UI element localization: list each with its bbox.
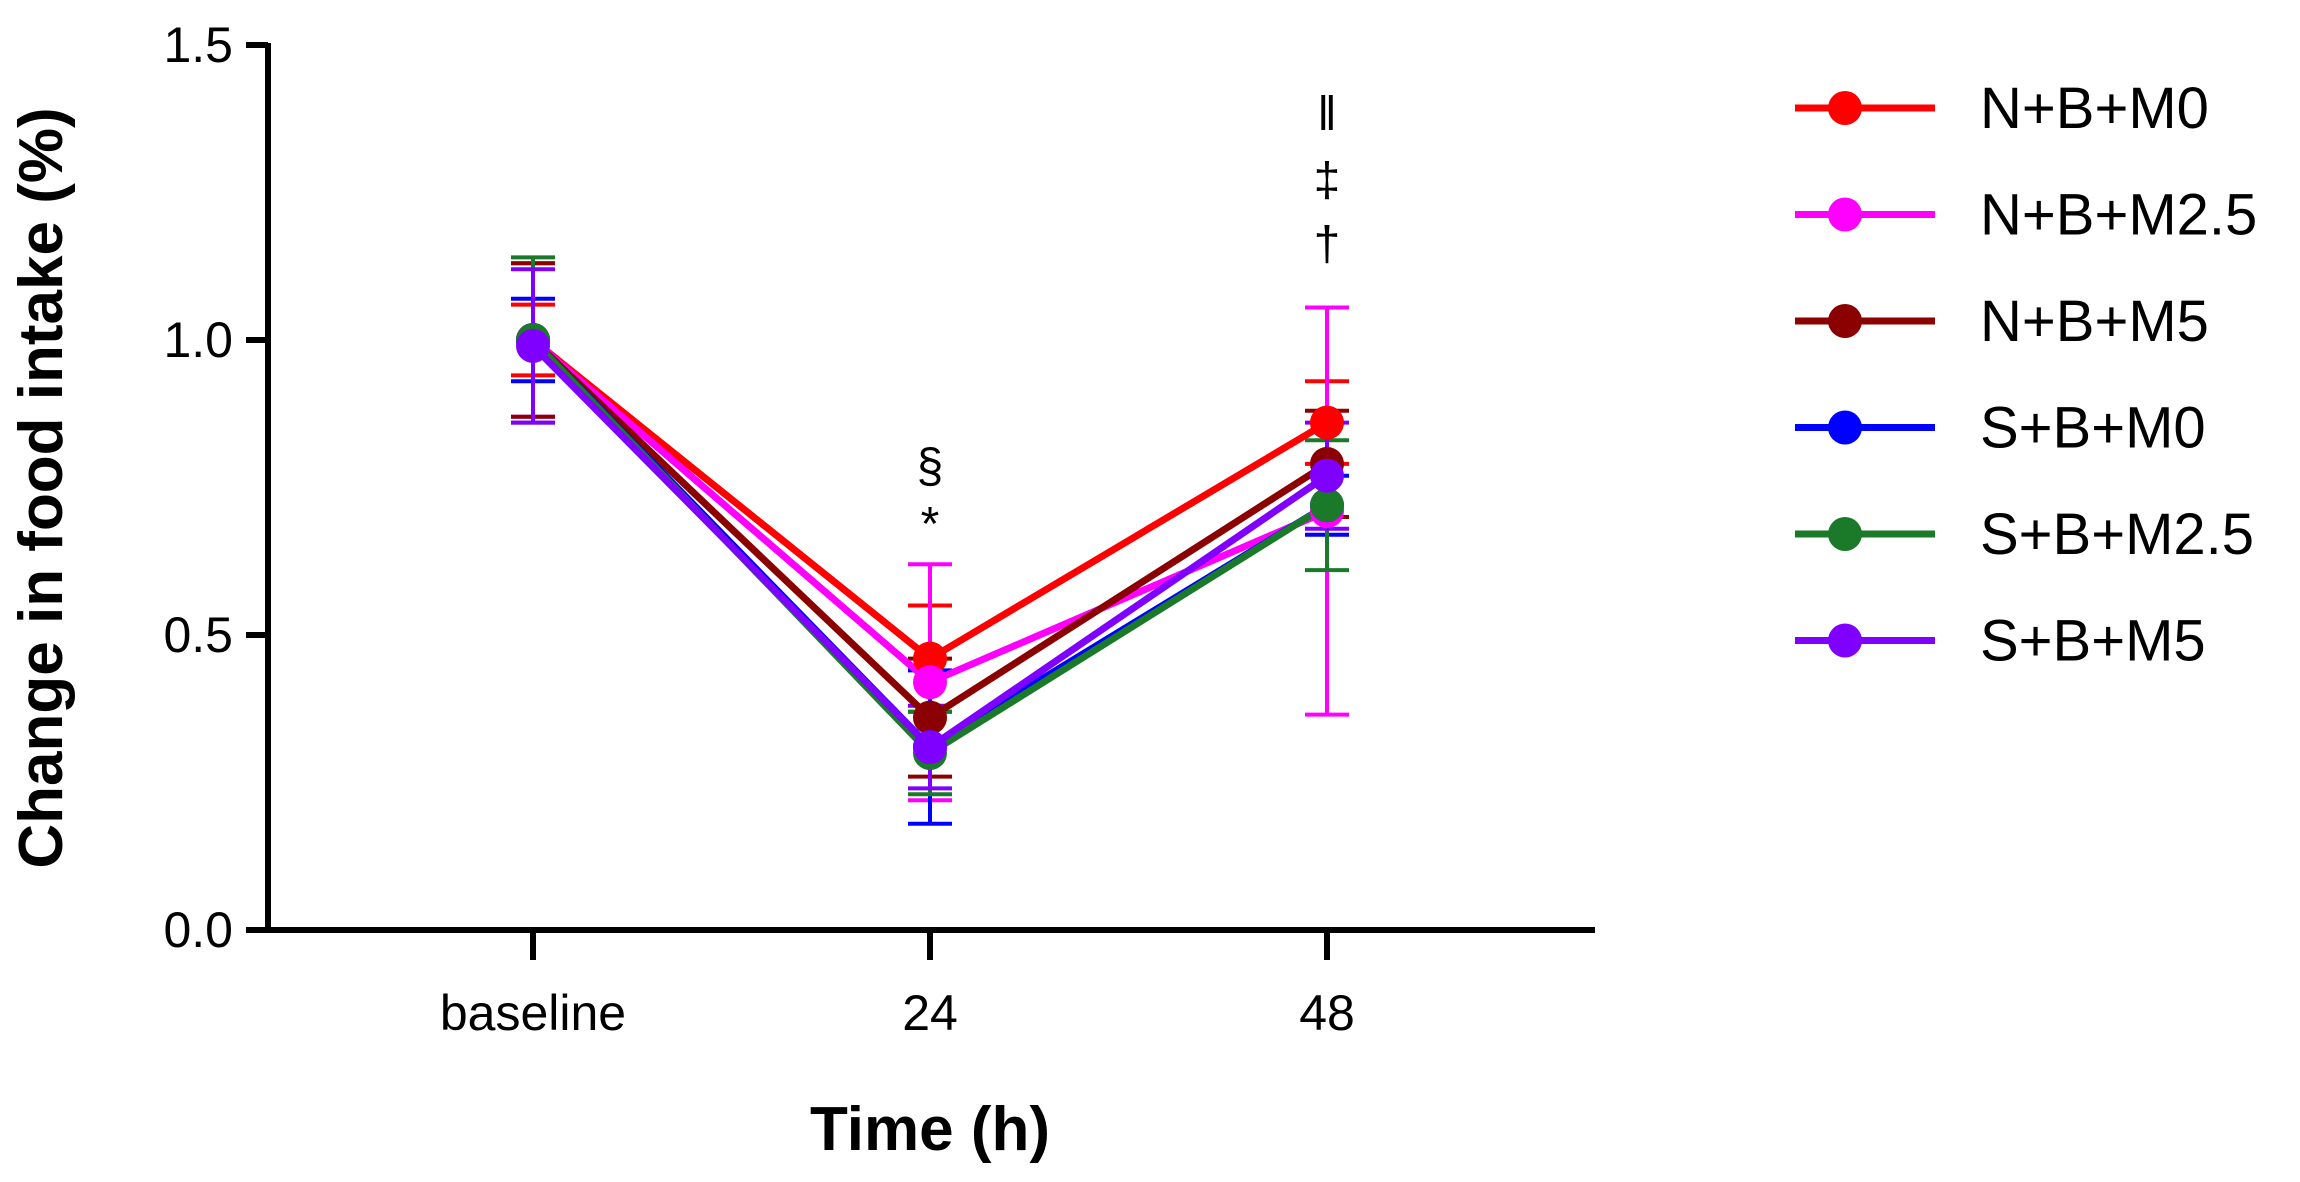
legend-label: S+B+M0	[1980, 396, 2206, 461]
y-tick-label: 1.5	[163, 17, 233, 73]
data-point	[516, 328, 550, 363]
x-axis-title: Time (h)	[810, 1095, 1050, 1164]
legend: N+B+M0 N+B+M2.5 N+B+M5 S+B+M0 S+B+M2.5 S+B+M5	[1795, 76, 2257, 674]
legend-label: N+B+M5	[1980, 289, 2209, 354]
legend-marker	[1828, 517, 1862, 551]
legend-marker	[1828, 91, 1862, 125]
legend-label: N+B+M0	[1980, 76, 2209, 141]
data-point	[1310, 405, 1344, 440]
data-point	[1310, 458, 1344, 493]
significance-mark: §	[917, 440, 944, 493]
significance-mark: ‖	[1317, 88, 1337, 141]
y-tick-label: 0.5	[163, 607, 233, 663]
legend-label: S+B+M5	[1980, 609, 2206, 674]
data-point	[913, 641, 947, 676]
y-axis-title: Change in food intake (%)	[7, 107, 76, 868]
legend-marker	[1828, 623, 1862, 658]
legend-marker	[1828, 304, 1862, 338]
data-point	[913, 700, 947, 735]
data-point	[913, 665, 947, 700]
x-tick-label: 48	[1299, 985, 1355, 1041]
data-points	[516, 323, 1344, 770]
x-tick-label: 24	[902, 985, 958, 1041]
legend-label: N+B+M2.5	[1980, 183, 2257, 248]
axes: 0.0 0.5 1.0 1.5 baseline 24 48	[163, 17, 1595, 1041]
x-tick-label: baseline	[440, 985, 626, 1041]
y-tick-label: 1.0	[163, 312, 233, 368]
legend-marker	[1828, 410, 1862, 445]
y-tick-label: 0.0	[163, 902, 233, 958]
data-point	[913, 730, 947, 765]
data-point	[1310, 488, 1344, 523]
legend-marker	[1828, 197, 1862, 232]
significance-mark: ‡	[1314, 154, 1341, 207]
significance-mark: *	[921, 498, 940, 551]
legend-label: S+B+M2.5	[1980, 502, 2254, 567]
significance-annotations: §* ‖ ‡ †	[917, 88, 1341, 551]
significance-mark: †	[1314, 218, 1341, 271]
